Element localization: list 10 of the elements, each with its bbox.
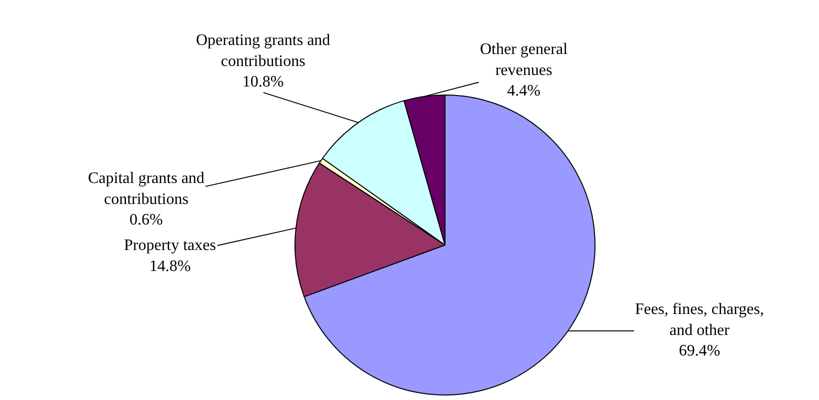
data-label: 14.8% (149, 258, 191, 275)
slice-label: Operating grants and contributions (196, 32, 330, 70)
slice-label: Fees, fines, charges, and other (635, 301, 764, 339)
data-label: 4.4% (507, 82, 540, 100)
data-label: 0.6% (130, 212, 163, 229)
slice-label: Capital grants and contributions (88, 170, 204, 208)
slice-label: Property taxes (124, 237, 216, 254)
data-label: 69.4% (678, 342, 720, 360)
slice-label: Other general revenues (480, 41, 568, 79)
data-label: 10.8% (242, 74, 284, 91)
